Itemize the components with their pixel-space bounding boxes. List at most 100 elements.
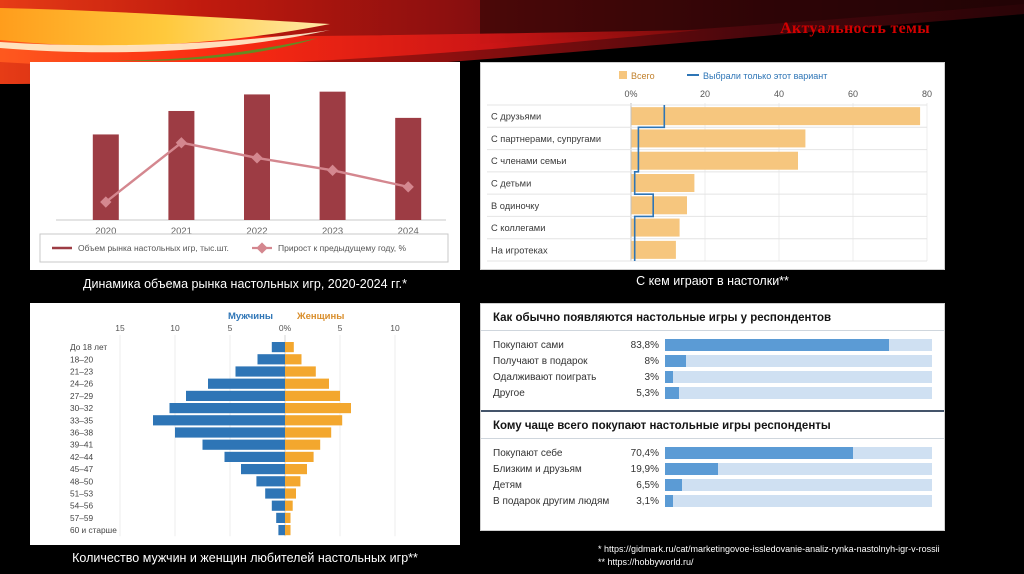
svg-text:21–23: 21–23 bbox=[70, 367, 93, 377]
age-pyramid-chart-panel: Мужчины Женщины 15 10 5 0% 5 10 До 18 лет 18–20 21… bbox=[30, 303, 460, 545]
svg-text:2022: 2022 bbox=[246, 226, 267, 237]
svg-text:5: 5 bbox=[338, 323, 343, 333]
svg-text:2024: 2024 bbox=[398, 226, 419, 237]
total-bars bbox=[631, 107, 921, 259]
svg-text:33–35: 33–35 bbox=[70, 415, 93, 425]
bar-fill bbox=[665, 447, 853, 459]
svg-text:5: 5 bbox=[228, 323, 233, 333]
svg-text:2023: 2023 bbox=[322, 226, 343, 237]
svg-text:36–38: 36–38 bbox=[70, 428, 93, 438]
acq-section: Как обычно появляются настольные игры у … bbox=[481, 304, 944, 409]
men-bars bbox=[153, 342, 285, 536]
bar-track bbox=[665, 371, 932, 383]
row-value: 3,1% bbox=[636, 495, 659, 507]
age-pyramid-chart: Мужчины Женщины 15 10 5 0% 5 10 До 18 лет 18–20 21… bbox=[70, 311, 400, 537]
acq-row: В подарок другим людям 3,1% bbox=[481, 493, 944, 509]
svg-text:27–29: 27–29 bbox=[70, 391, 93, 401]
bar-fill bbox=[665, 387, 680, 399]
svg-text:Выбрали только этот вариант: Выбрали только этот вариант bbox=[703, 71, 827, 81]
bar-fill bbox=[665, 339, 889, 351]
row-value: 70,4% bbox=[630, 447, 659, 459]
women-bars bbox=[285, 342, 351, 536]
acq-row: Другое 5,3% bbox=[481, 385, 944, 401]
svg-text:10: 10 bbox=[170, 323, 180, 333]
svg-text:60: 60 bbox=[848, 89, 858, 99]
svg-text:40: 40 bbox=[774, 89, 784, 99]
slide-title: Актуальность темы bbox=[780, 20, 930, 37]
svg-text:30–32: 30–32 bbox=[70, 403, 93, 413]
acquisition-chart-panel: Как обычно появляются настольные игры у … bbox=[480, 303, 945, 531]
bar-track bbox=[665, 495, 932, 507]
svg-text:39–41: 39–41 bbox=[70, 440, 93, 450]
bar-track bbox=[665, 339, 932, 351]
svg-text:Прирост к предыдущему году, %: Прирост к предыдущему году, % bbox=[278, 243, 406, 253]
svg-text:80: 80 bbox=[922, 89, 932, 99]
play-with-whom-chart: Всего Выбрали только этот вариант 0% 20 40 60… bbox=[487, 71, 932, 262]
bar-track bbox=[665, 479, 932, 491]
svg-text:15: 15 bbox=[115, 323, 125, 333]
bar-fill bbox=[665, 371, 673, 383]
row-label: Одалживают поиграть bbox=[493, 371, 597, 383]
caption-age-pyramid: Количество мужчин и женщин любителей нас… bbox=[72, 551, 418, 565]
acq-row: Покупают сами 83,8% bbox=[481, 337, 944, 353]
svg-text:2020: 2020 bbox=[95, 226, 116, 237]
row-value: 3% bbox=[644, 371, 659, 383]
svg-text:С партнерами, супругами: С партнерами, супругами bbox=[491, 134, 601, 144]
row-label: В подарок другим людям bbox=[493, 495, 610, 507]
legend: Всего Выбрали только этот вариант bbox=[619, 71, 827, 81]
svg-text:С коллегами: С коллегами bbox=[491, 223, 545, 233]
svg-text:На игротеках: На игротеках bbox=[491, 245, 548, 255]
bar-fill bbox=[665, 463, 719, 475]
svg-text:С детьми: С детьми bbox=[491, 179, 531, 189]
section-title: Как обычно появляются настольные игры у … bbox=[481, 304, 944, 331]
svg-text:Объем рынка настольных игр, ты: Объем рынка настольных игр, тыс.шт. bbox=[78, 243, 229, 253]
bar-fill bbox=[665, 479, 683, 491]
footnote-source-2: ** https://hobbyworld.ru/ bbox=[598, 557, 694, 567]
row-value: 83,8% bbox=[630, 339, 659, 351]
acq-row: Покупают себе 70,4% bbox=[481, 445, 944, 461]
row-label: Покупают сами bbox=[493, 339, 564, 351]
svg-text:42–44: 42–44 bbox=[70, 452, 93, 462]
row-label: Другое bbox=[493, 387, 525, 399]
caption-market-dynamics: Динамика объема рынка настольных игр, 20… bbox=[83, 277, 407, 291]
row-label: Близким и друзьям bbox=[493, 463, 582, 475]
section-divider bbox=[481, 410, 944, 412]
svg-text:45–47: 45–47 bbox=[70, 464, 93, 474]
svg-text:Женщины: Женщины bbox=[296, 311, 344, 322]
acq-section: Кому чаще всего покупают настольные игры… bbox=[481, 412, 944, 517]
svg-text:0%: 0% bbox=[279, 323, 292, 333]
acq-row: Детям 6,5% bbox=[481, 477, 944, 493]
section-title: Кому чаще всего покупают настольные игры… bbox=[481, 412, 944, 439]
row-label: Получают в подарок bbox=[493, 355, 588, 367]
row-value: 5,3% bbox=[636, 387, 659, 399]
only-this-option-line bbox=[633, 105, 666, 261]
row-value: 19,9% bbox=[630, 463, 659, 475]
row-label: Детям bbox=[493, 479, 522, 491]
legend: Объем рынка настольных игр, тыс.шт. Приро… bbox=[39, 233, 449, 263]
svg-text:2021: 2021 bbox=[171, 226, 192, 237]
svg-text:0%: 0% bbox=[624, 89, 637, 99]
bar-track bbox=[665, 387, 932, 399]
bar-track bbox=[665, 447, 932, 459]
bar-track bbox=[665, 463, 932, 475]
svg-text:До 18 лет: До 18 лет bbox=[70, 342, 107, 352]
acq-row: Близким и друзьям 19,9% bbox=[481, 461, 944, 477]
svg-text:24–26: 24–26 bbox=[70, 379, 93, 389]
row-value: 6,5% bbox=[636, 479, 659, 491]
row-label: Покупают себе bbox=[493, 447, 563, 459]
footnotes: * https://gidmark.ru/cat/marketingovoe-i… bbox=[598, 543, 940, 569]
play-with-whom-chart-panel: Всего Выбрали только этот вариант 0% 20 40 60… bbox=[480, 62, 945, 270]
svg-text:57–59: 57–59 bbox=[70, 513, 93, 523]
svg-text:В одиночку: В одиночку bbox=[491, 201, 539, 211]
svg-text:60 и старше: 60 и старше bbox=[70, 525, 117, 535]
svg-text:С членами семьи: С членами семьи bbox=[491, 156, 566, 166]
svg-text:20: 20 bbox=[700, 89, 710, 99]
bar-fill bbox=[665, 495, 674, 507]
svg-text:54–56: 54–56 bbox=[70, 501, 93, 511]
bar-fill bbox=[665, 355, 687, 367]
svg-text:С друзьями: С друзьями bbox=[491, 112, 541, 122]
acq-row: Получают в подарок 8% bbox=[481, 353, 944, 369]
svg-text:Мужчины: Мужчины bbox=[228, 311, 273, 322]
